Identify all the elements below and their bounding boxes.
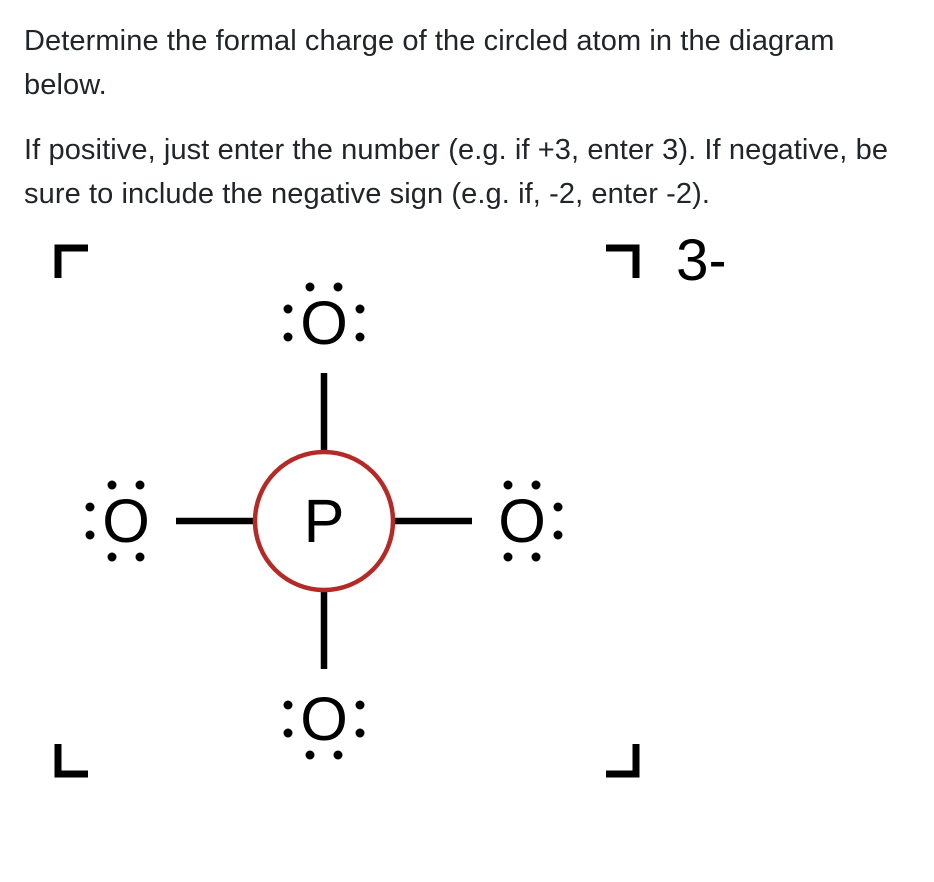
lone-pair-dot: [504, 553, 513, 562]
atom-top-symbol: O: [300, 289, 348, 357]
lone-pair-dot: [554, 503, 563, 512]
lone-pair-dot: [136, 553, 145, 562]
lone-pair-dot: [532, 481, 541, 490]
center-atom-symbol: P: [304, 487, 345, 555]
atom-right-symbol: O: [498, 487, 546, 555]
lone-pair-dot: [532, 553, 541, 562]
bracket-corner-tl: [58, 248, 88, 278]
lone-pair-dot: [306, 751, 315, 760]
atom-left-symbol: O: [102, 487, 150, 555]
lone-pair-dot: [356, 333, 365, 342]
lone-pair-dot: [284, 305, 293, 314]
lone-pair-dot: [108, 481, 117, 490]
question-prompt: Determine the formal charge of the circl…: [24, 20, 910, 107]
lone-pair-dot: [284, 333, 293, 342]
lone-pair-dot: [356, 701, 365, 710]
lone-pair-dot: [306, 283, 315, 292]
lone-pair-dot: [284, 729, 293, 738]
ion-charge-label: 3-: [676, 228, 724, 293]
question-instruction: If positive, just enter the number (e.g.…: [24, 129, 910, 216]
lewis-svg: 3- P O O O O: [24, 226, 724, 786]
lone-pair-dot: [136, 481, 145, 490]
lone-pair-dot: [554, 531, 563, 540]
lone-pair-dot: [356, 729, 365, 738]
lone-pair-dot: [108, 553, 117, 562]
bracket-corner-bl: [58, 744, 88, 774]
bracket-corner-br: [606, 744, 636, 774]
lone-pair-dot: [504, 481, 513, 490]
lewis-structure-diagram: 3- P O O O O: [24, 226, 724, 786]
lone-pair-dot: [356, 305, 365, 314]
lone-pair-dot: [334, 283, 343, 292]
atom-bottom-symbol: O: [300, 685, 348, 753]
lone-pair-dot: [86, 531, 95, 540]
lone-pair-dot: [334, 751, 343, 760]
bracket-corner-tr: [606, 248, 636, 278]
lone-pair-dot: [284, 701, 293, 710]
lone-pair-dot: [86, 503, 95, 512]
